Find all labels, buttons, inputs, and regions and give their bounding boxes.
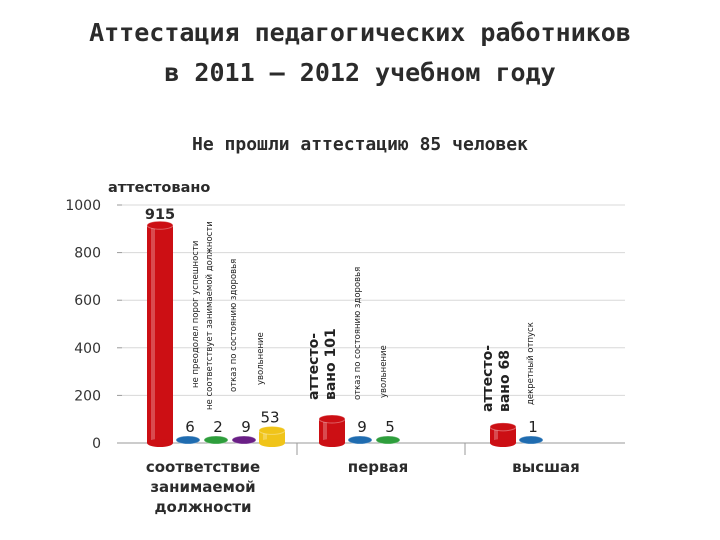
- page-title-line-2: в 2011 – 2012 учебном году: [164, 58, 556, 87]
- annotation-ne-sootvetstvuet: не соответствует занимаемой должности: [205, 221, 215, 410]
- bar-base: [259, 439, 285, 447]
- y-tick-label: 1000: [65, 198, 101, 214]
- category-label: первая: [348, 458, 409, 476]
- annotation-attested-2-a: аттесто-: [306, 333, 322, 400]
- page-title-line-1: Аттестация педагогических работников: [89, 18, 631, 47]
- bar-top: [258, 425, 286, 435]
- bar-7: [347, 435, 373, 445]
- bar-top: [203, 435, 229, 445]
- annotation-dekret: декретный отпуск: [526, 322, 536, 405]
- annotation-otkaz-1: отказ по состоянию здоровья: [229, 259, 239, 392]
- annotation-uvolnenie-2: увольнение: [379, 345, 389, 398]
- bar-base: [490, 439, 516, 447]
- bar-5: [258, 425, 286, 447]
- data-label: 9: [241, 418, 251, 436]
- bar-highlight: [263, 430, 267, 443]
- bar-top: [375, 435, 401, 445]
- chart-subtitle: Не прошли аттестацию 85 человек: [192, 134, 528, 155]
- data-label: 9: [357, 418, 367, 436]
- annotation-uvolnenie-1: увольнение: [256, 332, 266, 385]
- annotation-attested-3-a: аттесто-: [480, 345, 496, 412]
- bar-8: [375, 435, 401, 445]
- data-label: 6: [185, 418, 195, 436]
- bar-top: [347, 435, 373, 445]
- y-tick-label: 400: [74, 341, 101, 357]
- data-label: 1: [528, 418, 538, 436]
- bar-top: [175, 435, 201, 445]
- bar-body: [319, 418, 345, 443]
- data-label: 2: [213, 418, 223, 436]
- annotation-ne-preodolel: не преодолел порог успешности: [191, 241, 201, 388]
- bar-9: [489, 422, 517, 447]
- data-label: 53: [260, 408, 279, 426]
- bar-highlight: [323, 418, 327, 443]
- bar-top: [518, 435, 544, 445]
- bar-body: [490, 426, 516, 443]
- annotation-attested-1: аттестовано: [108, 180, 210, 196]
- bar-top: [146, 220, 174, 230]
- y-tick-label: 0: [92, 436, 101, 452]
- category-label: должности: [154, 498, 251, 516]
- annotation-attested-3-b: вано 68: [497, 350, 513, 412]
- bar-body: [147, 225, 173, 443]
- bar-highlight: [494, 426, 498, 443]
- y-axis-ticks: 0 200 400 600 800 1000: [65, 198, 122, 452]
- category-label: высшая: [512, 458, 580, 476]
- bar-6: [318, 414, 346, 447]
- data-label: 915: [145, 207, 175, 223]
- annotation-attested-2-b: вано 101: [323, 328, 339, 400]
- y-tick-label: 800: [74, 246, 101, 262]
- bar-top: [489, 422, 517, 432]
- bar-10: [518, 435, 544, 445]
- bar-top: [231, 435, 257, 445]
- bar-4: [231, 435, 257, 445]
- category-label: соответствие: [146, 458, 260, 476]
- category-labels: соответствие занимаемой должности первая выс…: [146, 458, 580, 516]
- bar-top: [318, 414, 346, 424]
- y-tick-label: 600: [74, 293, 101, 309]
- y-tick-label: 200: [74, 388, 101, 404]
- bar-1: [146, 220, 174, 447]
- bar-3: [203, 435, 229, 445]
- bar-highlight: [151, 225, 155, 443]
- bar-base: [319, 439, 345, 447]
- bar-2: [175, 435, 201, 445]
- annotation-otkaz-2: отказ по состоянию здоровья: [353, 267, 363, 400]
- bar-base: [147, 439, 173, 447]
- gridlines: [122, 204, 625, 396]
- data-label: 5: [385, 418, 395, 436]
- category-label: занимаемой: [150, 478, 255, 496]
- bars: [146, 220, 544, 447]
